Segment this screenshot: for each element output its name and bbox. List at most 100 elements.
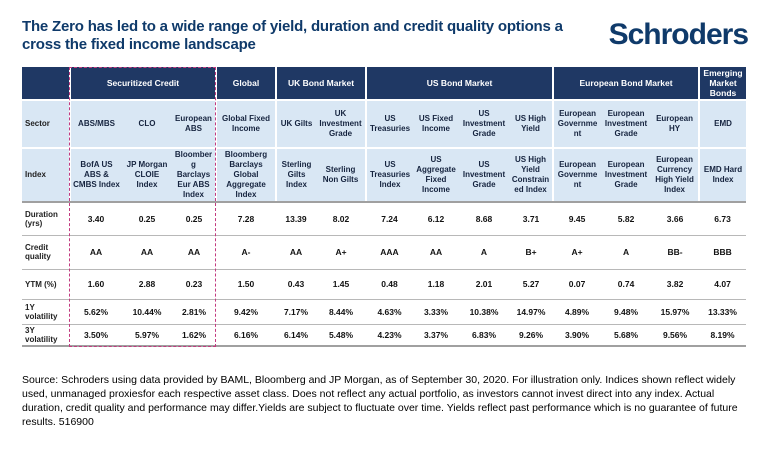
cell-duration-5: 8.02 xyxy=(316,202,366,236)
cell-credit_quality-12: BB- xyxy=(651,234,700,270)
cell-sectors-6: US Treasuries xyxy=(365,99,413,149)
cell-duration-9: 3.71 xyxy=(509,202,554,236)
cell-sectors-10: European Government xyxy=(552,99,602,149)
cell-credit_quality-11: A xyxy=(601,234,652,270)
cell-vol_3y-4: 6.14% xyxy=(276,323,316,347)
row-label-ytm: YTM (%) xyxy=(22,268,70,300)
cell-indices-3: Bloomberg Barclays Global Aggregate Inde… xyxy=(215,147,276,204)
cell-vol_1y-12: 15.97% xyxy=(651,298,700,325)
cell-credit_quality-4: AA xyxy=(276,234,316,270)
group-header-row: Securitized Credit Global UK Bond Market US… xyxy=(22,66,747,101)
cell-credit_quality-10: A+ xyxy=(553,234,602,270)
cell-credit_quality-8: A xyxy=(459,234,509,270)
cell-indices-7: US Aggregate Fixed Income xyxy=(413,147,459,204)
cell-credit_quality-0: AA xyxy=(70,234,122,270)
cell-vol_3y-2: 1.62% xyxy=(172,323,216,347)
cell-credit_quality-13: BBB xyxy=(699,234,747,270)
cell-sectors-0: ABS/MBS xyxy=(69,99,122,149)
cell-indices-0: BofA US ABS & CMBS Index xyxy=(69,147,122,204)
cell-duration-2: 0.25 xyxy=(172,202,216,236)
cell-ytm-8: 2.01 xyxy=(459,268,509,300)
cell-vol_3y-5: 5.48% xyxy=(316,323,366,347)
group-header-spacer xyxy=(22,66,70,101)
cell-duration-3: 7.28 xyxy=(216,202,276,236)
cell-ytm-12: 3.82 xyxy=(651,268,700,300)
cell-duration-13: 6.73 xyxy=(699,202,747,236)
group-header-uk-bond-market: UK Bond Market xyxy=(275,66,366,101)
row-label-indices: Index xyxy=(22,147,70,204)
cell-sectors-11: European Investment Grade xyxy=(601,99,652,149)
cell-indices-12: European Currency High Yield Index xyxy=(651,147,700,204)
cell-sectors-9: US High Yield xyxy=(509,99,554,149)
row-label-credit_quality: Credit quality xyxy=(22,234,70,270)
cell-ytm-13: 4.07 xyxy=(699,268,747,300)
cell-credit_quality-2: AA xyxy=(172,234,216,270)
page-title-line2: cross the fixed income landscape xyxy=(22,36,256,54)
cell-vol_3y-13: 8.19% xyxy=(699,323,747,347)
table-row-duration: Duration (yrs) 3.40 0.25 0.25 7.28 13.39 8.02 7… xyxy=(22,202,747,236)
cell-vol_1y-5: 8.44% xyxy=(316,298,366,325)
cell-duration-0: 3.40 xyxy=(70,202,122,236)
cell-ytm-0: 1.60 xyxy=(70,268,122,300)
cell-vol_1y-4: 7.17% xyxy=(276,298,316,325)
cell-credit_quality-7: AA xyxy=(413,234,459,270)
cell-ytm-11: 0.74 xyxy=(601,268,652,300)
cell-indices-9: US High Yield Constrained Index xyxy=(509,147,554,204)
cell-credit_quality-6: AAA xyxy=(366,234,413,270)
cell-sectors-4: UK Gilts xyxy=(275,99,316,149)
table-row-indices: Index BofA US ABS & CMBS Index JP Morgan C… xyxy=(22,147,747,204)
cell-indices-8: US Investment Grade xyxy=(459,147,509,204)
page-title-line1: The Zero has led to a wide range of yiel… xyxy=(22,18,563,35)
cell-duration-11: 5.82 xyxy=(601,202,652,236)
cell-vol_1y-1: 10.44% xyxy=(122,298,172,325)
cell-duration-7: 6.12 xyxy=(413,202,459,236)
cell-duration-10: 9.45 xyxy=(553,202,602,236)
cell-vol_1y-13: 13.33% xyxy=(699,298,747,325)
cell-ytm-6: 0.48 xyxy=(366,268,413,300)
cell-vol_3y-6: 4.23% xyxy=(366,323,413,347)
cell-sectors-13: EMD xyxy=(698,99,747,149)
row-label-vol_1y: 1Y volatility xyxy=(22,298,70,325)
cell-sectors-7: US Fixed Income xyxy=(413,99,459,149)
cell-vol_1y-7: 3.33% xyxy=(413,298,459,325)
cell-indices-5: Sterling Non Gilts xyxy=(316,147,366,204)
cell-vol_1y-11: 9.48% xyxy=(601,298,652,325)
cell-ytm-4: 0.43 xyxy=(276,268,316,300)
cell-ytm-3: 1.50 xyxy=(216,268,276,300)
cell-vol_1y-10: 4.89% xyxy=(553,298,602,325)
fixed-income-table: Securitized Credit Global UK Bond Market US… xyxy=(22,66,747,347)
row-label-duration: Duration (yrs) xyxy=(22,202,70,236)
cell-vol_3y-10: 3.90% xyxy=(553,323,602,347)
cell-indices-11: European Investment Grade xyxy=(601,147,652,204)
table-wrap: Securitized Credit Global UK Bond Market US… xyxy=(22,66,747,347)
table-row-credit_quality: Credit quality AA AA AA A- AA A+ AAA AA A B+ A+ A BB-… xyxy=(22,234,747,270)
cell-duration-1: 0.25 xyxy=(122,202,172,236)
cell-vol_3y-8: 6.83% xyxy=(459,323,509,347)
cell-sectors-5: UK Investment Grade xyxy=(316,99,366,149)
cell-vol_1y-3: 9.42% xyxy=(216,298,276,325)
cell-credit_quality-3: A- xyxy=(216,234,276,270)
cell-sectors-2: European ABS xyxy=(172,99,216,149)
cell-credit_quality-5: A+ xyxy=(316,234,366,270)
cell-indices-6: US Treasuries Index xyxy=(365,147,413,204)
cell-vol_3y-7: 3.37% xyxy=(413,323,459,347)
cell-sectors-3: Global Fixed Income xyxy=(215,99,276,149)
cell-ytm-9: 5.27 xyxy=(509,268,554,300)
cell-ytm-10: 0.07 xyxy=(553,268,602,300)
row-label-sectors: Sector xyxy=(22,99,70,149)
cell-ytm-7: 1.18 xyxy=(413,268,459,300)
group-header-securitized-credit: Securitized Credit xyxy=(69,66,216,101)
cell-duration-6: 7.24 xyxy=(366,202,413,236)
cell-duration-8: 8.68 xyxy=(459,202,509,236)
table-row-ytm: YTM (%) 1.60 2.88 0.23 1.50 0.43 1.45 0.48 1.18 2… xyxy=(22,268,747,300)
cell-ytm-1: 2.88 xyxy=(122,268,172,300)
cell-vol_1y-8: 10.38% xyxy=(459,298,509,325)
cell-ytm-2: 0.23 xyxy=(172,268,216,300)
cell-credit_quality-9: B+ xyxy=(509,234,554,270)
cell-sectors-1: CLO xyxy=(122,99,172,149)
cell-vol_1y-2: 2.81% xyxy=(172,298,216,325)
group-header-us-bond-market: US Bond Market xyxy=(364,66,554,101)
cell-vol_1y-9: 14.97% xyxy=(509,298,554,325)
table-row-vol_3y: 3Y volatility 3.50% 5.97% 1.62% 6.16% 6.14% 5.… xyxy=(22,323,747,347)
